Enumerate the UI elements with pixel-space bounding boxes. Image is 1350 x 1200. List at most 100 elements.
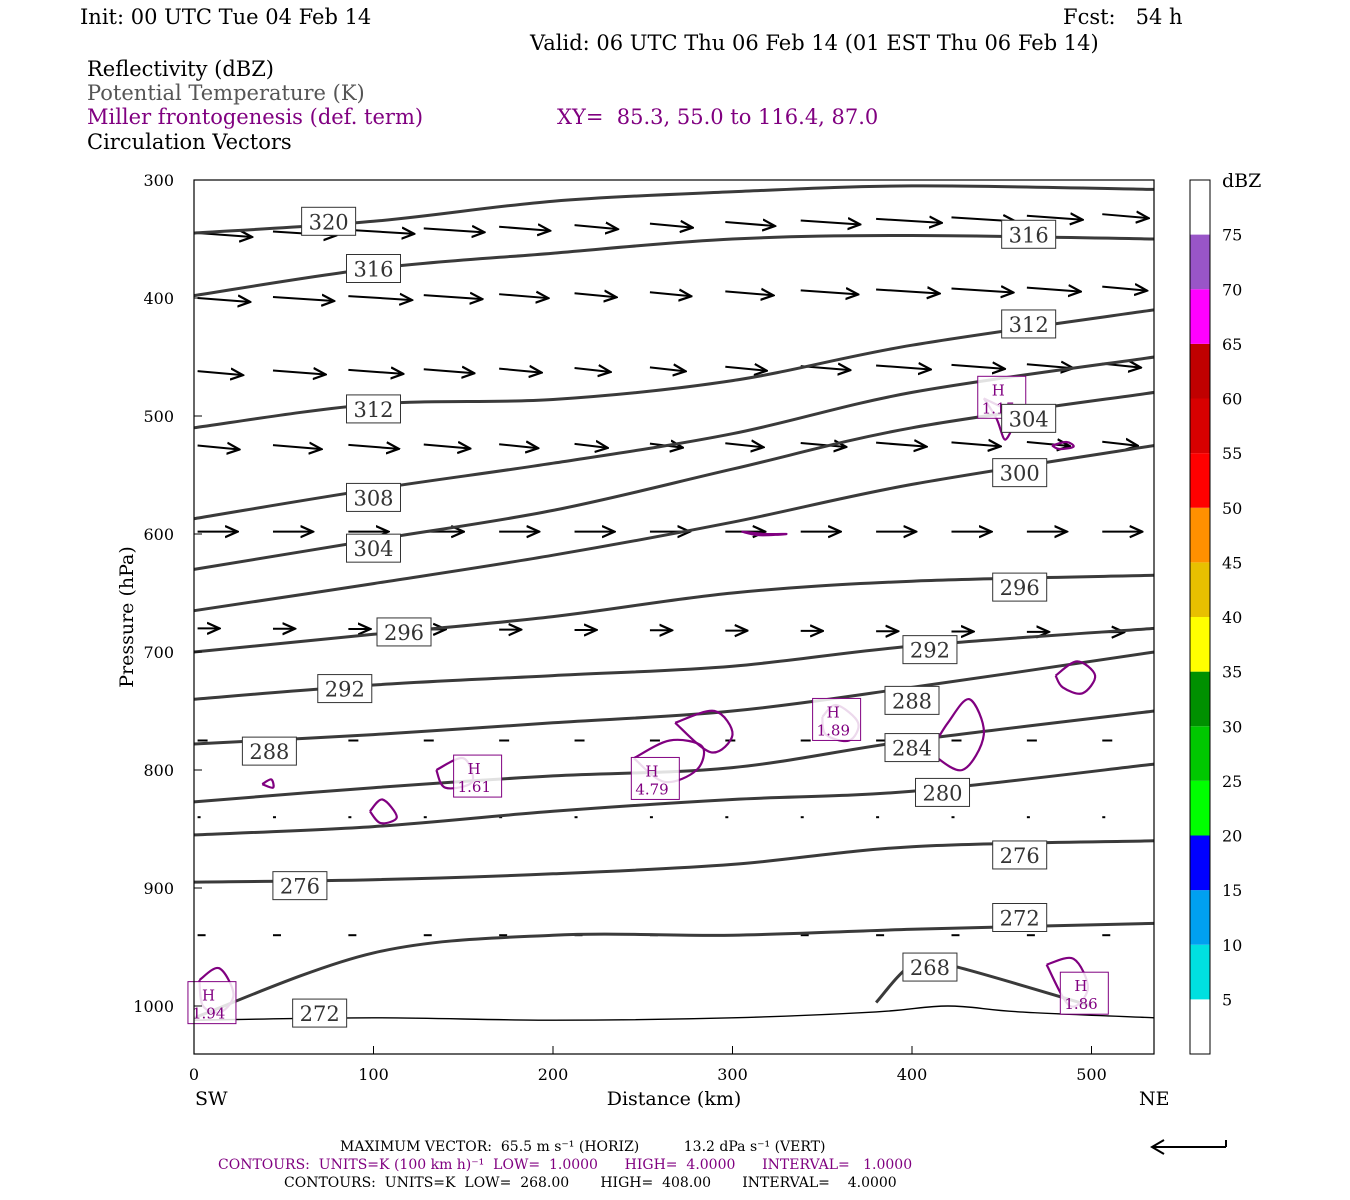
theta-label-box: [884, 733, 940, 763]
theta-label-box: [241, 736, 297, 766]
theta-label-text: 288: [249, 740, 289, 764]
circulation-vector: [423, 369, 474, 373]
theta-label-text: 300: [1000, 462, 1040, 486]
colorbar-cell: [1190, 780, 1210, 836]
theta-label-text: 296: [1000, 576, 1040, 600]
colorbar-bottom-cell: [1190, 999, 1210, 1054]
forecast-hour: Fcst: 54 h: [1063, 5, 1183, 29]
theta-label-text: 284: [892, 737, 932, 761]
circulation-vector: [1102, 214, 1148, 218]
init-time: Init: 00 UTC Tue 04 Feb 14: [80, 5, 372, 29]
theta-label-box: [272, 871, 328, 901]
field-label-reflectivity: Reflectivity (dBZ): [87, 57, 275, 81]
theta-label: 272: [992, 903, 1048, 932]
cross-section-endpoints: XY= 85.3, 55.0 to 116.4, 87.0: [557, 105, 879, 129]
theta-label-box: [1001, 403, 1057, 433]
circulation-vector: [876, 443, 926, 447]
frontogenesis-max-box: [812, 697, 862, 741]
theta-label: 268: [902, 952, 958, 982]
y-tick-label: 1000: [133, 997, 174, 1016]
theta-label: 288: [884, 685, 940, 715]
circulation-vector: [800, 220, 861, 224]
circulation-vector: [649, 292, 691, 296]
frontogenesis-contour: [928, 698, 985, 772]
frontogenesis-contour: [741, 530, 788, 537]
colorbar-cell: [1190, 507, 1210, 563]
y-tick-label: 900: [143, 879, 174, 898]
contour-labels: 3203163163123123083043043002962962922922…: [241, 206, 1057, 1028]
colorbar-cell: [1190, 234, 1210, 290]
theta-label-box: [902, 635, 958, 665]
field-label-theta: Potential Temperature (K): [87, 81, 365, 105]
theta-label-box: [1001, 219, 1057, 249]
theta-contour-288: [193, 650, 1155, 746]
frontogenesis-max-symbol: H: [827, 703, 840, 721]
circulation-vector: [1102, 287, 1147, 291]
circulation-vector: [574, 293, 617, 297]
frontogenesis-max-box: [630, 756, 680, 800]
theta-label-box: [992, 840, 1048, 870]
theta-label-box: [346, 254, 401, 283]
theta-label-text: 304: [353, 537, 393, 561]
circulation-vector: [348, 370, 403, 374]
y-tick-label: 800: [143, 761, 174, 780]
circulation-vector: [800, 290, 859, 294]
circulation-vector: [272, 445, 321, 449]
theta-label: 296: [992, 572, 1048, 602]
frontogenesis-max-box: [187, 981, 237, 1025]
frontogenesis-max-box: [453, 754, 503, 798]
colorbar-cell: [1190, 617, 1210, 672]
theta-label: 276: [272, 871, 328, 901]
theta-label-box: [292, 998, 348, 1028]
circulation-vector: [499, 444, 538, 448]
theta-label-text: 320: [309, 210, 349, 234]
circulation-vector: [876, 219, 942, 223]
circulation-vector: [499, 227, 550, 231]
theta-label-text: 296: [384, 621, 424, 645]
theta-label-text: 292: [910, 639, 950, 663]
circulation-vector: [951, 289, 1013, 293]
theta-label-text: 288: [892, 689, 932, 713]
circulation-vector: [423, 295, 483, 299]
colorbar-tick-label: 25: [1222, 772, 1242, 791]
circulation-vector: [951, 365, 1004, 369]
frontogenesis-contour: [674, 709, 734, 754]
x-end-right: NE: [1139, 1088, 1170, 1110]
theta-label-text: 292: [325, 678, 365, 702]
colorbar-tick-label: 50: [1222, 499, 1242, 518]
plot-frame: [193, 179, 1155, 1055]
theta-label-text: 272: [300, 1002, 340, 1026]
theta-label: 304: [1001, 403, 1057, 433]
colorbar-top-cell: [1190, 180, 1210, 235]
theta-label-box: [317, 674, 373, 704]
colorbar-frame: [1189, 179, 1211, 1055]
circulation-vector: [1026, 288, 1081, 292]
circulation-vector: [1102, 442, 1138, 446]
frontogenesis-max: H1.61: [453, 754, 503, 798]
frontogenesis-max-value: 1.94: [192, 1005, 225, 1023]
colorbar-tick-label: 60: [1222, 390, 1242, 409]
circulation-vector: [725, 222, 775, 226]
theta-label: 312: [346, 394, 401, 424]
colorbar-cell: [1190, 562, 1210, 617]
frontogenesis-max-box: [1059, 971, 1109, 1015]
circulation-vector: [1026, 364, 1073, 368]
theta-label-text: 308: [353, 486, 393, 510]
theta-label: 272: [292, 998, 348, 1028]
theta-label: 300: [992, 458, 1048, 488]
circulation-vector: [951, 442, 1000, 446]
theta-label-text: 312: [1009, 313, 1049, 337]
reference-vector: [1150, 1139, 1227, 1155]
colorbar-tick-label: 20: [1222, 827, 1242, 846]
circulation-vector: [197, 298, 251, 302]
frontogenesis-max-symbol: H: [468, 760, 481, 778]
y-axis-label: Pressure (hPa): [116, 546, 138, 688]
max-vector-note: MAXIMUM VECTOR: 65.5 m s⁻¹ (HORIZ) 13.2 …: [340, 1139, 826, 1155]
circulation-vector: [423, 445, 470, 449]
circulation-vector: [649, 367, 686, 371]
circulation-vector: [348, 296, 412, 300]
theta-label-text: 304: [1009, 407, 1049, 431]
circulation-vector: [800, 443, 847, 447]
theta-label-text: 312: [353, 398, 393, 422]
